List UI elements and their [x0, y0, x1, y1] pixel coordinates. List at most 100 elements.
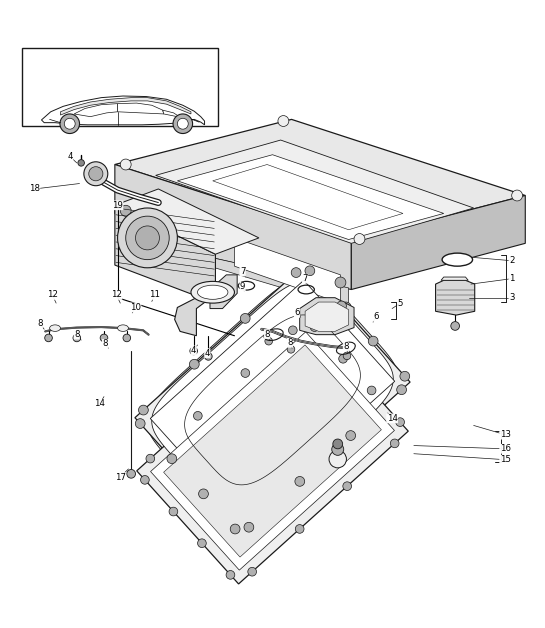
Circle shape [230, 524, 240, 534]
Circle shape [333, 439, 343, 449]
Circle shape [204, 352, 212, 360]
Circle shape [343, 482, 352, 490]
Bar [22, 48, 218, 126]
Polygon shape [115, 189, 259, 254]
Polygon shape [300, 298, 354, 335]
Text: 2: 2 [509, 256, 514, 265]
Text: 19: 19 [112, 201, 123, 210]
Polygon shape [156, 140, 474, 243]
Circle shape [332, 443, 344, 455]
Circle shape [339, 354, 347, 363]
Circle shape [125, 235, 136, 246]
Text: 11: 11 [149, 291, 160, 300]
Polygon shape [131, 220, 210, 277]
Polygon shape [234, 238, 341, 303]
Text: 6: 6 [294, 308, 300, 317]
Text: 9: 9 [240, 283, 245, 291]
Ellipse shape [442, 253, 473, 266]
Circle shape [120, 205, 131, 216]
Polygon shape [60, 97, 191, 115]
Polygon shape [150, 280, 395, 519]
Circle shape [89, 166, 103, 181]
Polygon shape [177, 154, 444, 239]
Polygon shape [174, 276, 229, 336]
Ellipse shape [118, 325, 129, 332]
Polygon shape [147, 277, 398, 522]
Ellipse shape [50, 325, 60, 332]
Text: 15: 15 [500, 455, 511, 464]
Polygon shape [152, 282, 393, 518]
Text: 4: 4 [204, 349, 210, 357]
Circle shape [240, 313, 250, 323]
Circle shape [337, 301, 347, 311]
Circle shape [193, 411, 202, 420]
Polygon shape [41, 96, 204, 125]
Polygon shape [74, 104, 118, 117]
Ellipse shape [197, 285, 228, 300]
Text: 13: 13 [500, 430, 511, 439]
Circle shape [146, 454, 155, 463]
Polygon shape [135, 265, 410, 535]
Circle shape [120, 159, 131, 170]
Text: 3: 3 [509, 293, 514, 302]
Circle shape [100, 334, 108, 342]
Circle shape [397, 385, 407, 394]
Text: 8: 8 [102, 339, 108, 349]
Circle shape [310, 323, 319, 332]
Text: 6: 6 [373, 312, 379, 321]
Circle shape [198, 489, 208, 499]
Circle shape [136, 226, 160, 250]
Text: 8: 8 [343, 342, 349, 351]
Circle shape [135, 419, 145, 428]
Circle shape [335, 277, 346, 288]
Circle shape [295, 477, 305, 486]
Polygon shape [115, 205, 215, 303]
Polygon shape [115, 165, 352, 290]
Polygon shape [118, 103, 164, 114]
Circle shape [173, 114, 192, 134]
Text: 1: 1 [509, 274, 514, 283]
Circle shape [265, 337, 272, 345]
Polygon shape [163, 110, 180, 117]
Text: 10: 10 [130, 303, 141, 312]
Circle shape [84, 162, 108, 186]
Circle shape [295, 524, 304, 533]
Circle shape [343, 352, 351, 360]
Text: 14: 14 [386, 414, 398, 423]
Circle shape [123, 334, 131, 342]
Text: 8: 8 [287, 338, 293, 347]
Circle shape [400, 371, 410, 381]
Text: 4: 4 [68, 153, 73, 161]
Text: 8: 8 [264, 330, 270, 338]
Circle shape [390, 439, 399, 448]
Circle shape [60, 114, 80, 134]
Circle shape [118, 208, 177, 268]
Text: 16: 16 [500, 445, 511, 453]
Circle shape [64, 118, 75, 129]
Circle shape [512, 190, 523, 201]
Polygon shape [115, 119, 525, 241]
Circle shape [287, 345, 295, 353]
Circle shape [190, 347, 197, 355]
Circle shape [78, 160, 84, 166]
Circle shape [368, 336, 378, 346]
Circle shape [73, 334, 81, 342]
Text: 17: 17 [115, 473, 126, 482]
Circle shape [341, 302, 352, 313]
Circle shape [278, 116, 289, 126]
Text: 4: 4 [191, 346, 196, 355]
Text: 12: 12 [47, 291, 58, 300]
Polygon shape [435, 280, 475, 315]
Polygon shape [352, 195, 525, 290]
Circle shape [346, 431, 355, 440]
Circle shape [127, 470, 136, 478]
Polygon shape [305, 302, 349, 332]
Circle shape [288, 326, 297, 335]
Polygon shape [210, 275, 237, 308]
Polygon shape [137, 318, 408, 584]
Circle shape [126, 216, 169, 259]
Circle shape [190, 359, 199, 369]
Text: 14: 14 [94, 399, 105, 408]
Circle shape [244, 522, 254, 532]
Circle shape [198, 539, 206, 548]
